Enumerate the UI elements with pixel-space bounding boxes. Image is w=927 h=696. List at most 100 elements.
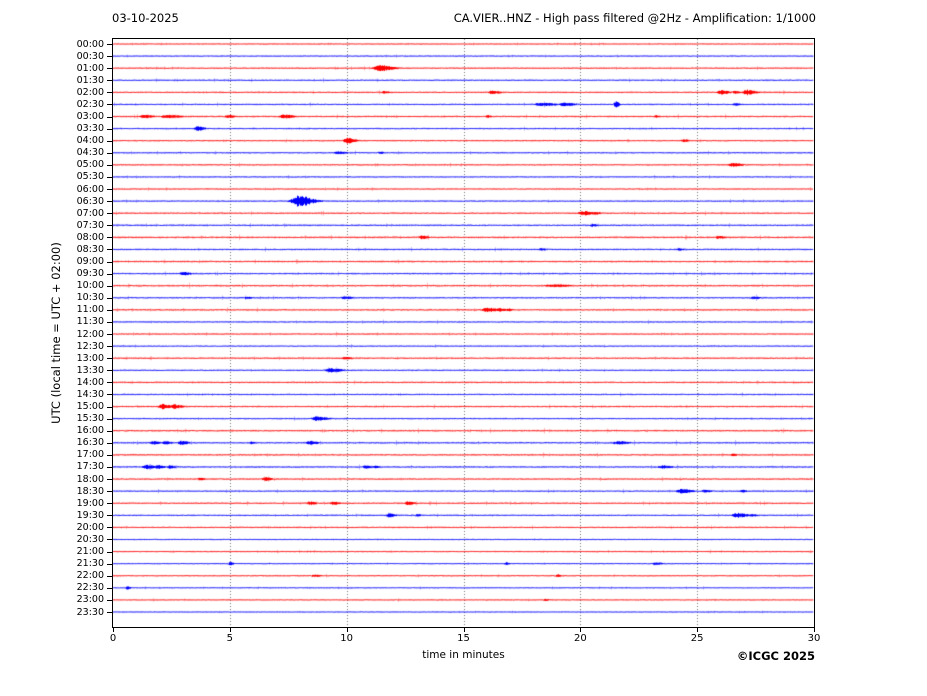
- row-label-00:30: 00:30: [76, 50, 104, 62]
- row-label-08:00: 08:00: [76, 231, 104, 243]
- row-label-18:00: 18:00: [76, 473, 104, 485]
- y-tick: [107, 479, 112, 481]
- row-label-18:30: 18:30: [76, 485, 104, 497]
- row-label-11:30: 11:30: [76, 316, 104, 328]
- row-label-16:00: 16:00: [76, 425, 104, 437]
- x-axis-label: time in minutes: [422, 649, 505, 661]
- y-tick: [107, 56, 112, 58]
- row-label-16:30: 16:30: [76, 437, 104, 449]
- y-tick: [107, 370, 112, 372]
- x-tick-label-5: 5: [226, 633, 234, 644]
- y-tick: [107, 454, 112, 456]
- y-tick: [107, 68, 112, 70]
- x-tick-label-20: 20: [573, 633, 587, 644]
- y-tick: [107, 249, 112, 251]
- x-tick-label-25: 25: [690, 633, 704, 644]
- row-label-10:00: 10:00: [76, 280, 104, 292]
- plot-frame: [112, 38, 815, 628]
- x-tick-label-10: 10: [340, 633, 354, 644]
- row-label-17:00: 17:00: [76, 449, 104, 461]
- y-tick: [107, 515, 112, 517]
- y-tick: [107, 285, 112, 287]
- x-tick: [113, 628, 114, 632]
- y-tick: [107, 152, 112, 154]
- row-label-07:00: 07:00: [76, 207, 104, 219]
- row-label-23:30: 23:30: [76, 606, 104, 618]
- y-tick: [107, 563, 112, 565]
- x-tick: [580, 628, 582, 632]
- row-label-06:30: 06:30: [76, 195, 104, 207]
- y-tick: [107, 44, 112, 45]
- date-label: 03-10-2025: [112, 11, 179, 25]
- row-label-00:00: 00:00: [76, 38, 104, 50]
- y-tick: [107, 587, 112, 589]
- row-label-04:30: 04:30: [76, 147, 104, 159]
- x-tick-label-15: 15: [457, 633, 470, 644]
- x-tick: [346, 628, 348, 632]
- row-label-04:00: 04:00: [76, 135, 104, 147]
- y-tick: [107, 309, 112, 311]
- row-label-09:00: 09:00: [76, 256, 104, 268]
- x-tick: [229, 628, 231, 632]
- row-label-03:30: 03:30: [76, 123, 104, 135]
- y-tick: [107, 213, 112, 215]
- row-label-23:00: 23:00: [76, 594, 104, 606]
- row-label-13:00: 13:00: [76, 352, 104, 364]
- y-tick: [107, 406, 112, 408]
- y-tick: [107, 466, 112, 468]
- row-label-07:30: 07:30: [76, 219, 104, 231]
- y-tick: [107, 261, 112, 263]
- row-label-17:30: 17:30: [76, 461, 104, 473]
- row-label-09:30: 09:30: [76, 268, 104, 280]
- row-label-12:30: 12:30: [76, 340, 104, 352]
- row-label-22:30: 22:30: [76, 582, 104, 594]
- y-tick: [107, 189, 112, 191]
- row-label-11:00: 11:00: [76, 304, 104, 316]
- row-label-20:00: 20:00: [76, 521, 104, 533]
- y-tick: [107, 551, 112, 553]
- x-tick: [463, 628, 465, 632]
- row-label-05:00: 05:00: [76, 159, 104, 171]
- y-tick: [107, 273, 112, 275]
- y-tick: [107, 92, 112, 94]
- y-tick: [107, 297, 112, 299]
- y-tick: [107, 358, 112, 360]
- y-tick: [107, 104, 112, 106]
- y-tick: [107, 225, 112, 227]
- y-tick: [107, 176, 112, 178]
- row-label-01:30: 01:30: [76, 74, 104, 86]
- row-label-05:30: 05:30: [76, 171, 104, 183]
- y-tick: [107, 237, 112, 239]
- row-label-14:30: 14:30: [76, 388, 104, 400]
- y-tick: [107, 394, 112, 396]
- row-label-15:00: 15:00: [76, 401, 104, 413]
- row-label-19:00: 19:00: [76, 497, 104, 509]
- row-label-21:30: 21:30: [76, 558, 104, 570]
- y-tick: [107, 442, 112, 444]
- y-tick: [107, 599, 112, 601]
- row-label-22:00: 22:00: [76, 570, 104, 582]
- row-label-10:30: 10:30: [76, 292, 104, 304]
- row-label-02:30: 02:30: [76, 98, 104, 110]
- y-tick: [107, 164, 112, 166]
- y-tick: [107, 382, 112, 384]
- row-label-19:30: 19:30: [76, 509, 104, 521]
- y-tick: [107, 116, 112, 118]
- y-tick: [107, 140, 112, 142]
- row-label-21:00: 21:00: [76, 546, 104, 558]
- y-tick: [107, 321, 112, 323]
- row-label-20:30: 20:30: [76, 533, 104, 545]
- y-tick: [107, 430, 112, 432]
- y-tick: [107, 527, 112, 529]
- y-tick: [107, 503, 112, 505]
- row-label-02:00: 02:00: [76, 86, 104, 98]
- y-tick: [107, 491, 112, 493]
- y-tick: [107, 80, 112, 82]
- row-label-15:30: 15:30: [76, 413, 104, 425]
- y-tick: [107, 346, 112, 348]
- y-tick: [107, 128, 112, 130]
- x-tick: [814, 628, 815, 632]
- y-tick: [107, 201, 112, 203]
- row-label-03:00: 03:00: [76, 111, 104, 122]
